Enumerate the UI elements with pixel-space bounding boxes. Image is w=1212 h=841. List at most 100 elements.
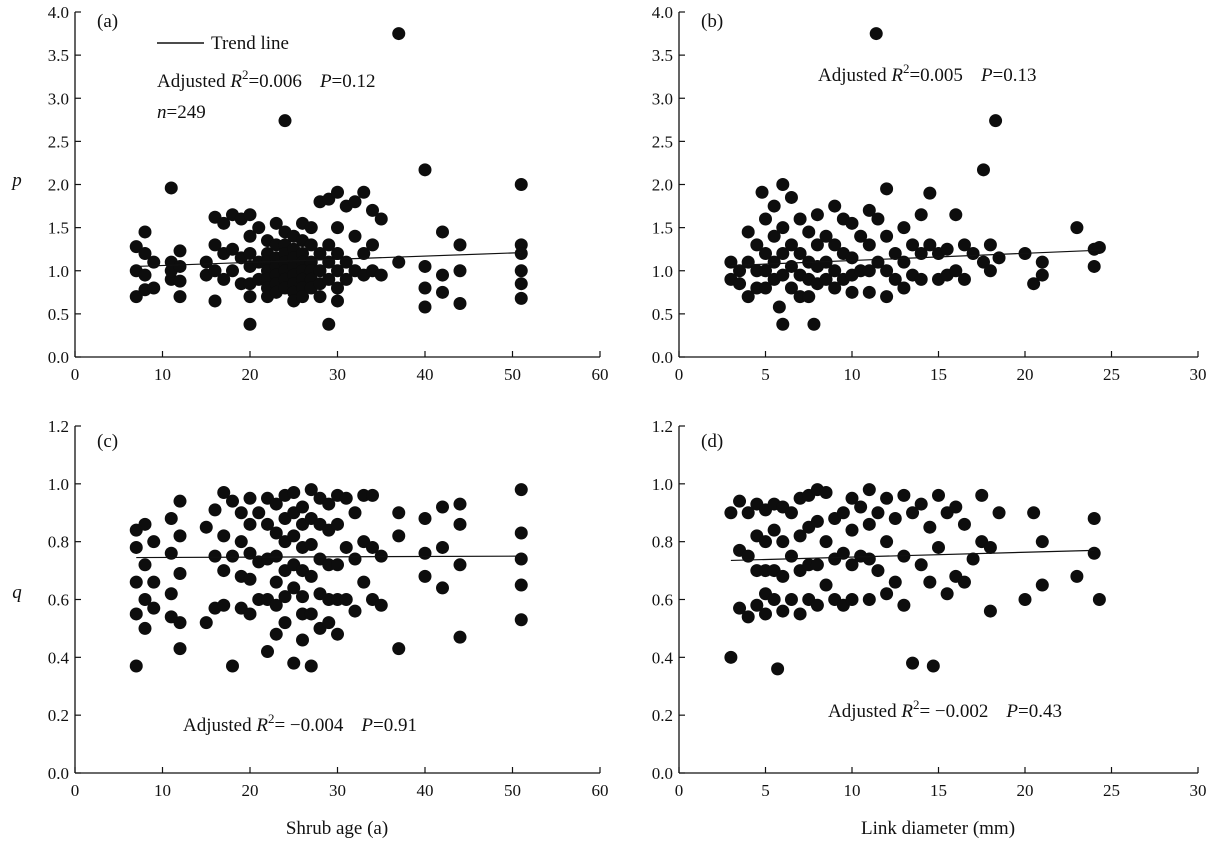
panel-a-data-point xyxy=(243,208,257,222)
panel-d-data-point xyxy=(932,488,945,502)
panel-b-data-point xyxy=(906,238,920,252)
panel-c-data-point xyxy=(164,587,178,601)
panel-c-data-point xyxy=(252,506,266,520)
panel-d-data-point xyxy=(845,491,859,505)
panel-d-data-point xyxy=(923,520,937,534)
panel-c-data-point xyxy=(269,575,283,589)
panel-d-data-point xyxy=(759,607,772,621)
panel-b-data-point xyxy=(869,27,883,41)
panel-a-data-point xyxy=(322,192,336,206)
panel-c-data-point xyxy=(339,491,353,505)
panel-b-y-tick-label: 0.5 xyxy=(652,305,673,324)
panel-c-x-tick-label: 40 xyxy=(417,781,434,800)
panel-a-data-point xyxy=(296,290,309,304)
panel-d-y-tick-label: 0.4 xyxy=(652,648,674,667)
panel-b-data-point xyxy=(767,199,781,213)
panel-d-x-tick-label: 20 xyxy=(1017,781,1034,800)
panel-d-data-point xyxy=(784,593,798,606)
panel-c-data-point xyxy=(453,558,467,572)
panel-a-data-point xyxy=(322,272,336,286)
panel-d-x-tick-label: 0 xyxy=(675,781,684,800)
panel-a-data-point xyxy=(173,274,187,288)
panel-a-annot-prefix: Adjusted xyxy=(157,71,230,92)
panel-d-data-point xyxy=(819,486,833,500)
panel-b-annot-p-value: =0.13 xyxy=(993,65,1037,86)
panel-b-x-tick-label: 15 xyxy=(930,365,947,384)
panel-b-data-point xyxy=(819,229,833,243)
panel-d-data-point xyxy=(871,506,885,520)
panel-b-annot-r-symbol: R xyxy=(890,65,903,86)
panel-b-data-point xyxy=(862,238,876,252)
panel-b-data-point xyxy=(957,272,971,286)
panel-b-x-tick-label: 25 xyxy=(1103,365,1120,384)
panel-b-data-point xyxy=(810,238,824,252)
panel-b-x-tick-label: 0 xyxy=(675,365,684,384)
panel-a-data-point xyxy=(243,290,257,304)
panel-d-data-point xyxy=(771,662,785,676)
panel-a-y-tick-label: 0.5 xyxy=(48,305,69,324)
panel-a-data-point xyxy=(357,185,371,199)
panel-c-data-point xyxy=(436,581,449,595)
panel-b-data-point xyxy=(759,212,772,226)
panel-a-data-point xyxy=(348,195,362,209)
panel-b-annot-r-value: =0.005 xyxy=(909,65,962,86)
panel-a-annot-sup: 2 xyxy=(242,67,249,82)
panel-b-axes: 0 5 10 15 20 25 30 0.0 0.5 1.0 1.5 2.0 2.5 3.0 3.5 4.0 xyxy=(652,3,1207,384)
panel-d-data-point xyxy=(897,598,911,612)
panel-a-data-point xyxy=(418,259,432,273)
panel-b-data-point xyxy=(862,264,876,278)
panel-a-data-point xyxy=(453,264,467,278)
panel-b-data-point xyxy=(733,264,747,278)
panel-a-data-point xyxy=(147,255,161,269)
panel-d-data-point xyxy=(793,607,807,621)
panel-c-data-point xyxy=(339,593,353,606)
panel-a-x-tick-label: 20 xyxy=(242,365,259,384)
panel-b-data-point xyxy=(741,225,755,239)
panel-b-data-point xyxy=(888,247,902,260)
panel-b-data-point xyxy=(914,247,928,260)
panel-b-data-point xyxy=(828,238,842,252)
panel-b-data-point xyxy=(1035,255,1049,269)
panel-c-data-point xyxy=(234,535,248,549)
panel-d-data-point xyxy=(906,506,920,520)
panel-a-y-tick-label: 1.5 xyxy=(48,219,69,238)
panel-c-x-tick-label: 10 xyxy=(154,781,171,800)
panel-c-data-point xyxy=(138,621,152,635)
panel-d-annot-r-value: = −0.002 xyxy=(919,701,988,722)
panel-b-data-point xyxy=(828,281,842,295)
panel-a-data-point xyxy=(226,264,239,278)
panel-a-annot-r-symbol: R xyxy=(229,71,242,92)
panel-d-data-point xyxy=(880,587,894,601)
panel-c-data-point xyxy=(129,659,143,673)
panel-a-y-tick-label: 1.0 xyxy=(48,262,69,281)
panel-d-data-point xyxy=(854,500,868,514)
panel-b-data-point xyxy=(767,255,781,269)
panel-d-data-point xyxy=(975,488,989,502)
panel-d-data-point xyxy=(733,494,747,508)
panel-d-data-point xyxy=(1087,546,1101,560)
panel-c-data-point xyxy=(357,575,371,589)
panel-b-data-point xyxy=(897,221,911,235)
panel-c-data-point xyxy=(173,642,187,656)
panel-c-data-point xyxy=(269,549,283,563)
panel-a-data-point xyxy=(453,238,467,252)
panel-d-data-point xyxy=(888,575,902,589)
panel-b-y-tick-label: 4.0 xyxy=(652,3,673,22)
panel-c-data-point xyxy=(147,535,161,549)
panel-c-data-point xyxy=(243,572,257,586)
panel-d-data-point xyxy=(776,569,790,583)
panel-d-data-point xyxy=(862,552,876,566)
panel-a-data-point xyxy=(339,272,353,286)
panel-b-data-point xyxy=(989,114,1003,128)
panel-c-label: (c) xyxy=(97,431,118,452)
panel-b-data-point xyxy=(966,247,980,260)
panel-a-data-point xyxy=(173,259,187,273)
panel-c-data-point xyxy=(173,529,187,543)
panel-a-data-point xyxy=(331,221,344,235)
panel-c-y-tick-label: 1.2 xyxy=(48,417,69,436)
panel-a-data-point xyxy=(313,264,327,278)
panel-b-annot-prefix: Adjusted xyxy=(818,65,891,86)
panel-d-data-point xyxy=(940,587,954,601)
panel-d-data-point xyxy=(871,564,885,578)
panel-d-data-point xyxy=(750,598,764,612)
